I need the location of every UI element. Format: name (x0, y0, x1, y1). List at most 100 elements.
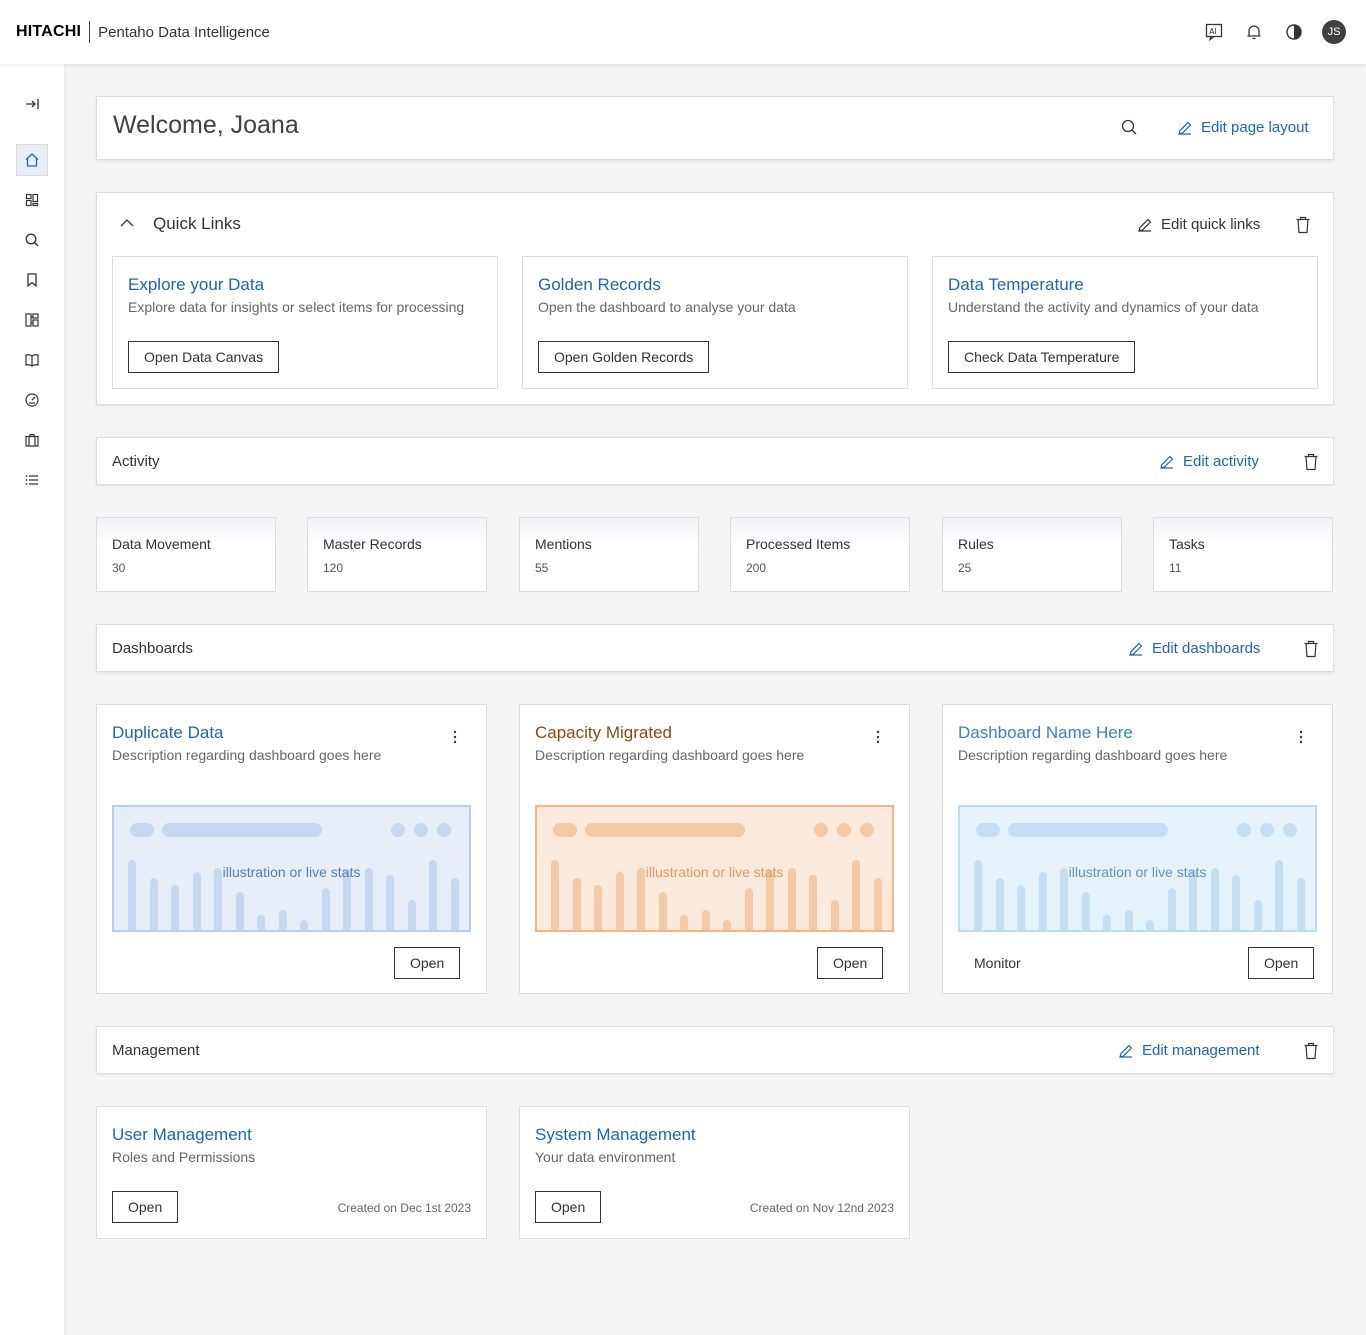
dashboard-card: Duplicate Data Description regarding das… (96, 704, 487, 994)
illustration-bar (171, 885, 179, 930)
management-card-description: Your data environment (535, 1149, 676, 1165)
ai-assistant-icon[interactable]: AI (1202, 20, 1226, 44)
management-card-title[interactable]: System Management (535, 1125, 696, 1144)
illustration-bar (873, 878, 882, 930)
dashboard-icon[interactable] (16, 184, 48, 216)
gauge-icon[interactable] (16, 384, 48, 416)
quick-link-title[interactable]: Data Temperature (948, 275, 1084, 294)
activity-title: Activity (112, 453, 160, 470)
list-icon[interactable] (16, 464, 48, 496)
illustration-bar (450, 878, 459, 930)
quick-link-title[interactable]: Explore your Data (128, 275, 265, 294)
illustration-bar (149, 878, 158, 930)
app-name: Pentaho Data Intelligence (98, 23, 270, 41)
illustration-bar (1124, 910, 1133, 930)
edit-page-layout-button[interactable]: Edit page layout (1177, 119, 1309, 136)
illustration-shape (414, 823, 428, 837)
more-vertical-icon[interactable] (1293, 729, 1309, 750)
dashboard-title[interactable]: Capacity Migrated (535, 723, 673, 742)
edit-activity-button[interactable]: Edit activity (1159, 453, 1259, 470)
more-vertical-icon[interactable] (447, 729, 463, 750)
edit-dashboards-button[interactable]: Edit dashboards (1128, 640, 1260, 657)
illustration-bar (128, 860, 136, 930)
illustration-bar (235, 892, 244, 930)
catalog-icon[interactable] (16, 304, 48, 336)
illustration-caption: illustration or live stats (1068, 864, 1207, 880)
edit-management-button[interactable]: Edit management (1118, 1042, 1260, 1059)
activity-kpi-card[interactable]: Mentions 55 (519, 517, 699, 592)
dashboard-description: Description regarding dashboard goes her… (112, 747, 382, 763)
illustration-bar (551, 860, 559, 930)
hitachi-logo[interactable]: HITACHI (16, 23, 82, 40)
open-system-management-button[interactable]: Open (535, 1191, 602, 1223)
illustration-bar (1275, 860, 1283, 930)
quick-links-panel: Quick Links Edit quick links Explore you… (96, 192, 1334, 405)
quick-link-description: Explore data for insights or select item… (128, 299, 465, 315)
activity-panel-header: Activity Edit activity (96, 437, 1334, 485)
illustration-shape (1260, 823, 1274, 837)
chevron-up-icon[interactable] (119, 215, 135, 236)
illustration-bar (1146, 920, 1154, 930)
trash-icon[interactable] (1301, 1041, 1321, 1061)
pencil-icon (1119, 1044, 1133, 1058)
activity-kpi-card[interactable]: Data Movement 30 (96, 517, 276, 592)
dashboard-illustration: illustration or live stats (112, 805, 471, 932)
kpi-label: Rules (958, 536, 994, 552)
created-date: Created on Nov 12nd 2023 (749, 1201, 894, 1215)
book-icon[interactable] (16, 344, 48, 376)
illustration-bar (830, 900, 839, 930)
open-user-management-button[interactable]: Open (112, 1191, 179, 1223)
activity-kpi-card[interactable]: Processed Items 200 (730, 517, 910, 592)
pencil-icon (1129, 642, 1143, 656)
check-data-temperature-button[interactable]: Check Data Temperature (948, 341, 1136, 373)
illustration-bar (723, 920, 731, 930)
dashboard-illustration: illustration or live stats (535, 805, 894, 932)
open-dashboard-button[interactable]: Open (394, 947, 461, 979)
bell-icon[interactable] (1242, 20, 1266, 44)
open-data-canvas-button[interactable]: Open Data Canvas (128, 341, 280, 373)
svg-text:AI: AI (1209, 27, 1216, 36)
trash-icon[interactable] (1293, 215, 1313, 235)
open-dashboard-button[interactable]: Open (817, 947, 884, 979)
activity-kpi-card[interactable]: Rules 25 (942, 517, 1122, 592)
edit-quick-links-button[interactable]: Edit quick links (1137, 216, 1260, 233)
management-card: User Management Roles and Permissions Op… (96, 1106, 487, 1239)
collapse-icon[interactable] (16, 88, 48, 120)
illustration-bar (1038, 872, 1047, 930)
open-golden-records-button[interactable]: Open Golden Records (538, 341, 710, 373)
illustration-bar (852, 860, 860, 930)
open-dashboard-button[interactable]: Open (1248, 947, 1315, 979)
illustration-shape (1008, 823, 1168, 837)
created-date: Created on Dec 1st 2023 (337, 1201, 471, 1215)
search-icon[interactable] (16, 224, 48, 256)
activity-kpi-card[interactable]: Tasks 11 (1153, 517, 1333, 592)
kpi-label: Data Movement (112, 536, 211, 552)
trash-icon[interactable] (1301, 452, 1321, 472)
dashboard-type-label: Monitor (974, 955, 1021, 971)
pencil-icon (1138, 218, 1152, 232)
activity-kpi-card[interactable]: Master Records 120 (307, 517, 487, 592)
search-icon[interactable] (1117, 115, 1141, 139)
home-icon[interactable] (16, 144, 48, 176)
quick-links-title: Quick Links (153, 214, 241, 233)
quick-link-description: Open the dashboard to analyse your data (538, 299, 796, 315)
illustration-bar (343, 870, 351, 930)
briefcase-icon[interactable] (16, 424, 48, 456)
management-card-title[interactable]: User Management (112, 1125, 252, 1144)
more-vertical-icon[interactable] (870, 729, 886, 750)
quick-link-title[interactable]: Golden Records (538, 275, 661, 294)
dashboard-title[interactable]: Dashboard Name Here (958, 723, 1133, 742)
avatar[interactable]: JS (1322, 20, 1346, 44)
theme-toggle-icon[interactable] (1282, 20, 1306, 44)
page-title: Welcome, Joana (113, 111, 299, 139)
trash-icon[interactable] (1301, 639, 1321, 659)
bookmark-icon[interactable] (16, 264, 48, 296)
illustration-bar (300, 920, 308, 930)
illustration-bar (974, 860, 982, 930)
illustration-bar (1210, 868, 1219, 930)
illustration-shape (130, 823, 154, 837)
dashboard-title[interactable]: Duplicate Data (112, 723, 224, 742)
illustration-bar (1017, 885, 1025, 930)
welcome-panel: Welcome, Joana Edit page layout (96, 96, 1334, 160)
illustration-bar (809, 875, 817, 930)
